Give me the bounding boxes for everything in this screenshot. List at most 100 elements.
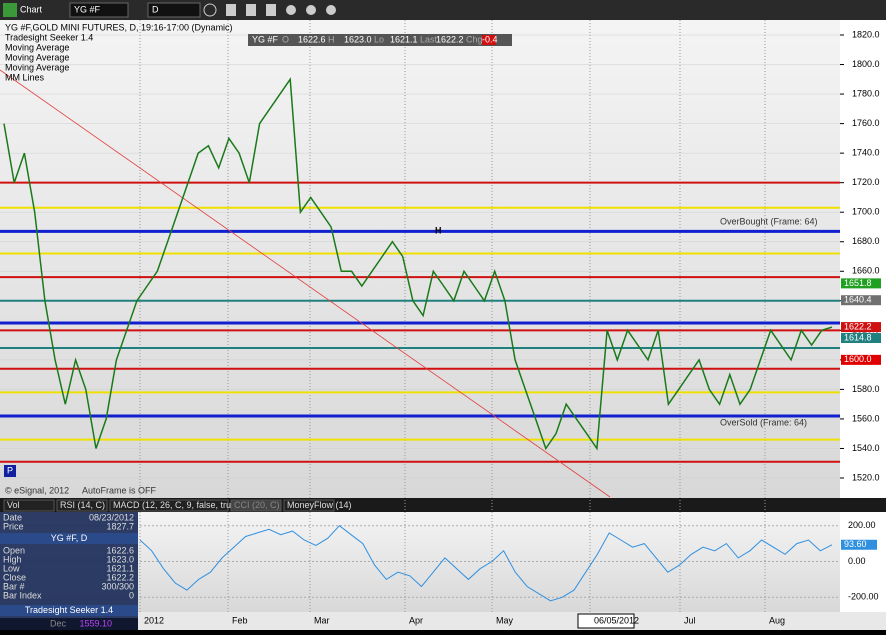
date-highlight: [577, 613, 635, 629]
dw-value: 1623.0: [106, 554, 134, 564]
y-tick-label: 1820.0: [852, 29, 880, 39]
legend-line: Moving Average: [5, 42, 69, 52]
quote-value: 1623.0: [344, 34, 372, 44]
legend-line: Moving Average: [5, 52, 69, 62]
legend-line: MM Lines: [5, 72, 45, 82]
indicator-tab[interactable]: [3, 499, 55, 512]
price-mark: [841, 333, 881, 344]
time-axis: [0, 612, 886, 630]
overbought: OverBought (Frame: 64): [720, 216, 818, 226]
indicator-axis: [840, 512, 886, 612]
x-tick-label: Aug: [769, 615, 785, 625]
indicator-tab-label: CCI (20, C): [234, 500, 280, 510]
dw-label: Date: [3, 512, 22, 522]
toolbar-title: Chart: [20, 4, 43, 14]
dw-label: Price: [3, 521, 24, 531]
dw-value: 1827.7: [106, 521, 134, 531]
quote-value: -0.4: [482, 34, 498, 44]
quote-label: Last: [420, 34, 438, 44]
indicator-tick-label: 200.00: [848, 520, 876, 530]
x-tick-label: May: [496, 615, 514, 625]
indicator-tab-label: Vol: [7, 500, 20, 510]
indicator-tick-label: 0.00: [848, 556, 866, 566]
dw-value: 08/23/2012: [89, 512, 134, 522]
dw-value: 1621.1: [106, 563, 134, 573]
dw-footer-bg: [0, 605, 138, 616]
price-mark-label: 1640.4: [844, 295, 872, 305]
cci-current: [841, 539, 877, 550]
trendline: [0, 69, 611, 498]
price-mark: [841, 322, 881, 333]
dw-label: Bar #: [3, 581, 25, 591]
price-mark-label: 1600.0: [844, 354, 872, 364]
x-tick-label: Mar: [314, 615, 330, 625]
dw-bottom-value: 1559.10: [79, 618, 112, 628]
dw-header: YG #F, D: [51, 533, 88, 543]
legend-line: Moving Average: [5, 62, 69, 72]
x-tick-label: 2012: [144, 615, 164, 625]
y-tick-label: 1700.0: [852, 207, 880, 217]
x-tick-label: Apr: [409, 615, 423, 625]
dw-value: 300/300: [101, 581, 134, 591]
chart-icon: [3, 3, 17, 17]
chg-box: [482, 35, 496, 45]
y-tick-label: 1780.0: [852, 88, 880, 98]
cci-current-label: 93.60: [844, 539, 867, 549]
y-tick-label: 1680.0: [852, 236, 880, 246]
interval-box[interactable]: [147, 2, 201, 18]
quote-bar: [248, 34, 512, 46]
dw-label: Open: [3, 545, 25, 555]
quote-label: H: [328, 34, 335, 44]
indicator-tick-label: -200.00: [848, 592, 879, 602]
interval: D: [152, 4, 159, 14]
dw-label: High: [3, 554, 22, 564]
indicator-tab[interactable]: [56, 499, 108, 512]
dw-value: 1622.6: [106, 545, 134, 555]
dw-header-bg: [0, 533, 138, 544]
y-tick-label: 1560.0: [852, 413, 880, 423]
y-tick-label: 1760.0: [852, 118, 880, 128]
tool-icons[interactable]: [203, 3, 336, 17]
y-tick-label: 1740.0: [852, 148, 880, 158]
price-axis: [840, 20, 886, 498]
quote-value: 1622.2: [436, 34, 464, 44]
price-mark: [841, 278, 881, 289]
quote-label: O: [282, 34, 289, 44]
symbol: YG #F: [74, 4, 101, 14]
price-mark-label: 1614.8: [844, 332, 872, 342]
dw-value: 1622.2: [106, 572, 134, 582]
y-tick-label: 1800.0: [852, 59, 880, 69]
dw-label: Bar Index: [3, 590, 42, 600]
price-pane: [0, 20, 840, 498]
oversold: OverSold (Frame: 64): [720, 417, 807, 427]
p-label: P: [7, 465, 13, 475]
p-button: [4, 465, 16, 477]
dw-bottom-label: Dec: [50, 618, 67, 628]
indicator-tab[interactable]: [283, 499, 335, 512]
price-mark: [841, 295, 881, 306]
price-mark: [841, 354, 881, 365]
x-tick-label: Jul: [684, 615, 696, 625]
price-mark-label: 1651.8: [844, 278, 872, 288]
quote-label: Chg: [466, 34, 483, 44]
copyright: © eSignal, 2012: [5, 485, 69, 495]
dw-label: Close: [3, 572, 26, 582]
quote-value: 1622.6: [298, 34, 326, 44]
y-tick-label: 1580.0: [852, 384, 880, 394]
y-tick-label: 1520.0: [852, 472, 880, 482]
legend-line: YG #F,GOLD MINI FUTURES, D, 19:16-17:00 …: [5, 22, 233, 32]
indicator-tab[interactable]: [230, 499, 282, 512]
indicator-tab-label: MoneyFlow (14): [287, 500, 352, 510]
indicator-tab[interactable]: [109, 499, 229, 512]
x-tick-label: Feb: [232, 615, 248, 625]
toolbar: [0, 0, 886, 20]
symbol-box[interactable]: [69, 2, 129, 18]
dw-value: 0: [129, 590, 134, 600]
x-tick-label: 06/05/2012: [594, 615, 639, 625]
y-tick-label: 1540.0: [852, 443, 880, 453]
price-mark-label: 1622.2: [844, 321, 872, 331]
dw-label: Low: [3, 563, 20, 573]
indicator-tab-label: MACD (12, 26, C, 9, false, true): [113, 500, 239, 510]
autoframe: AutoFrame is OFF: [82, 485, 157, 495]
